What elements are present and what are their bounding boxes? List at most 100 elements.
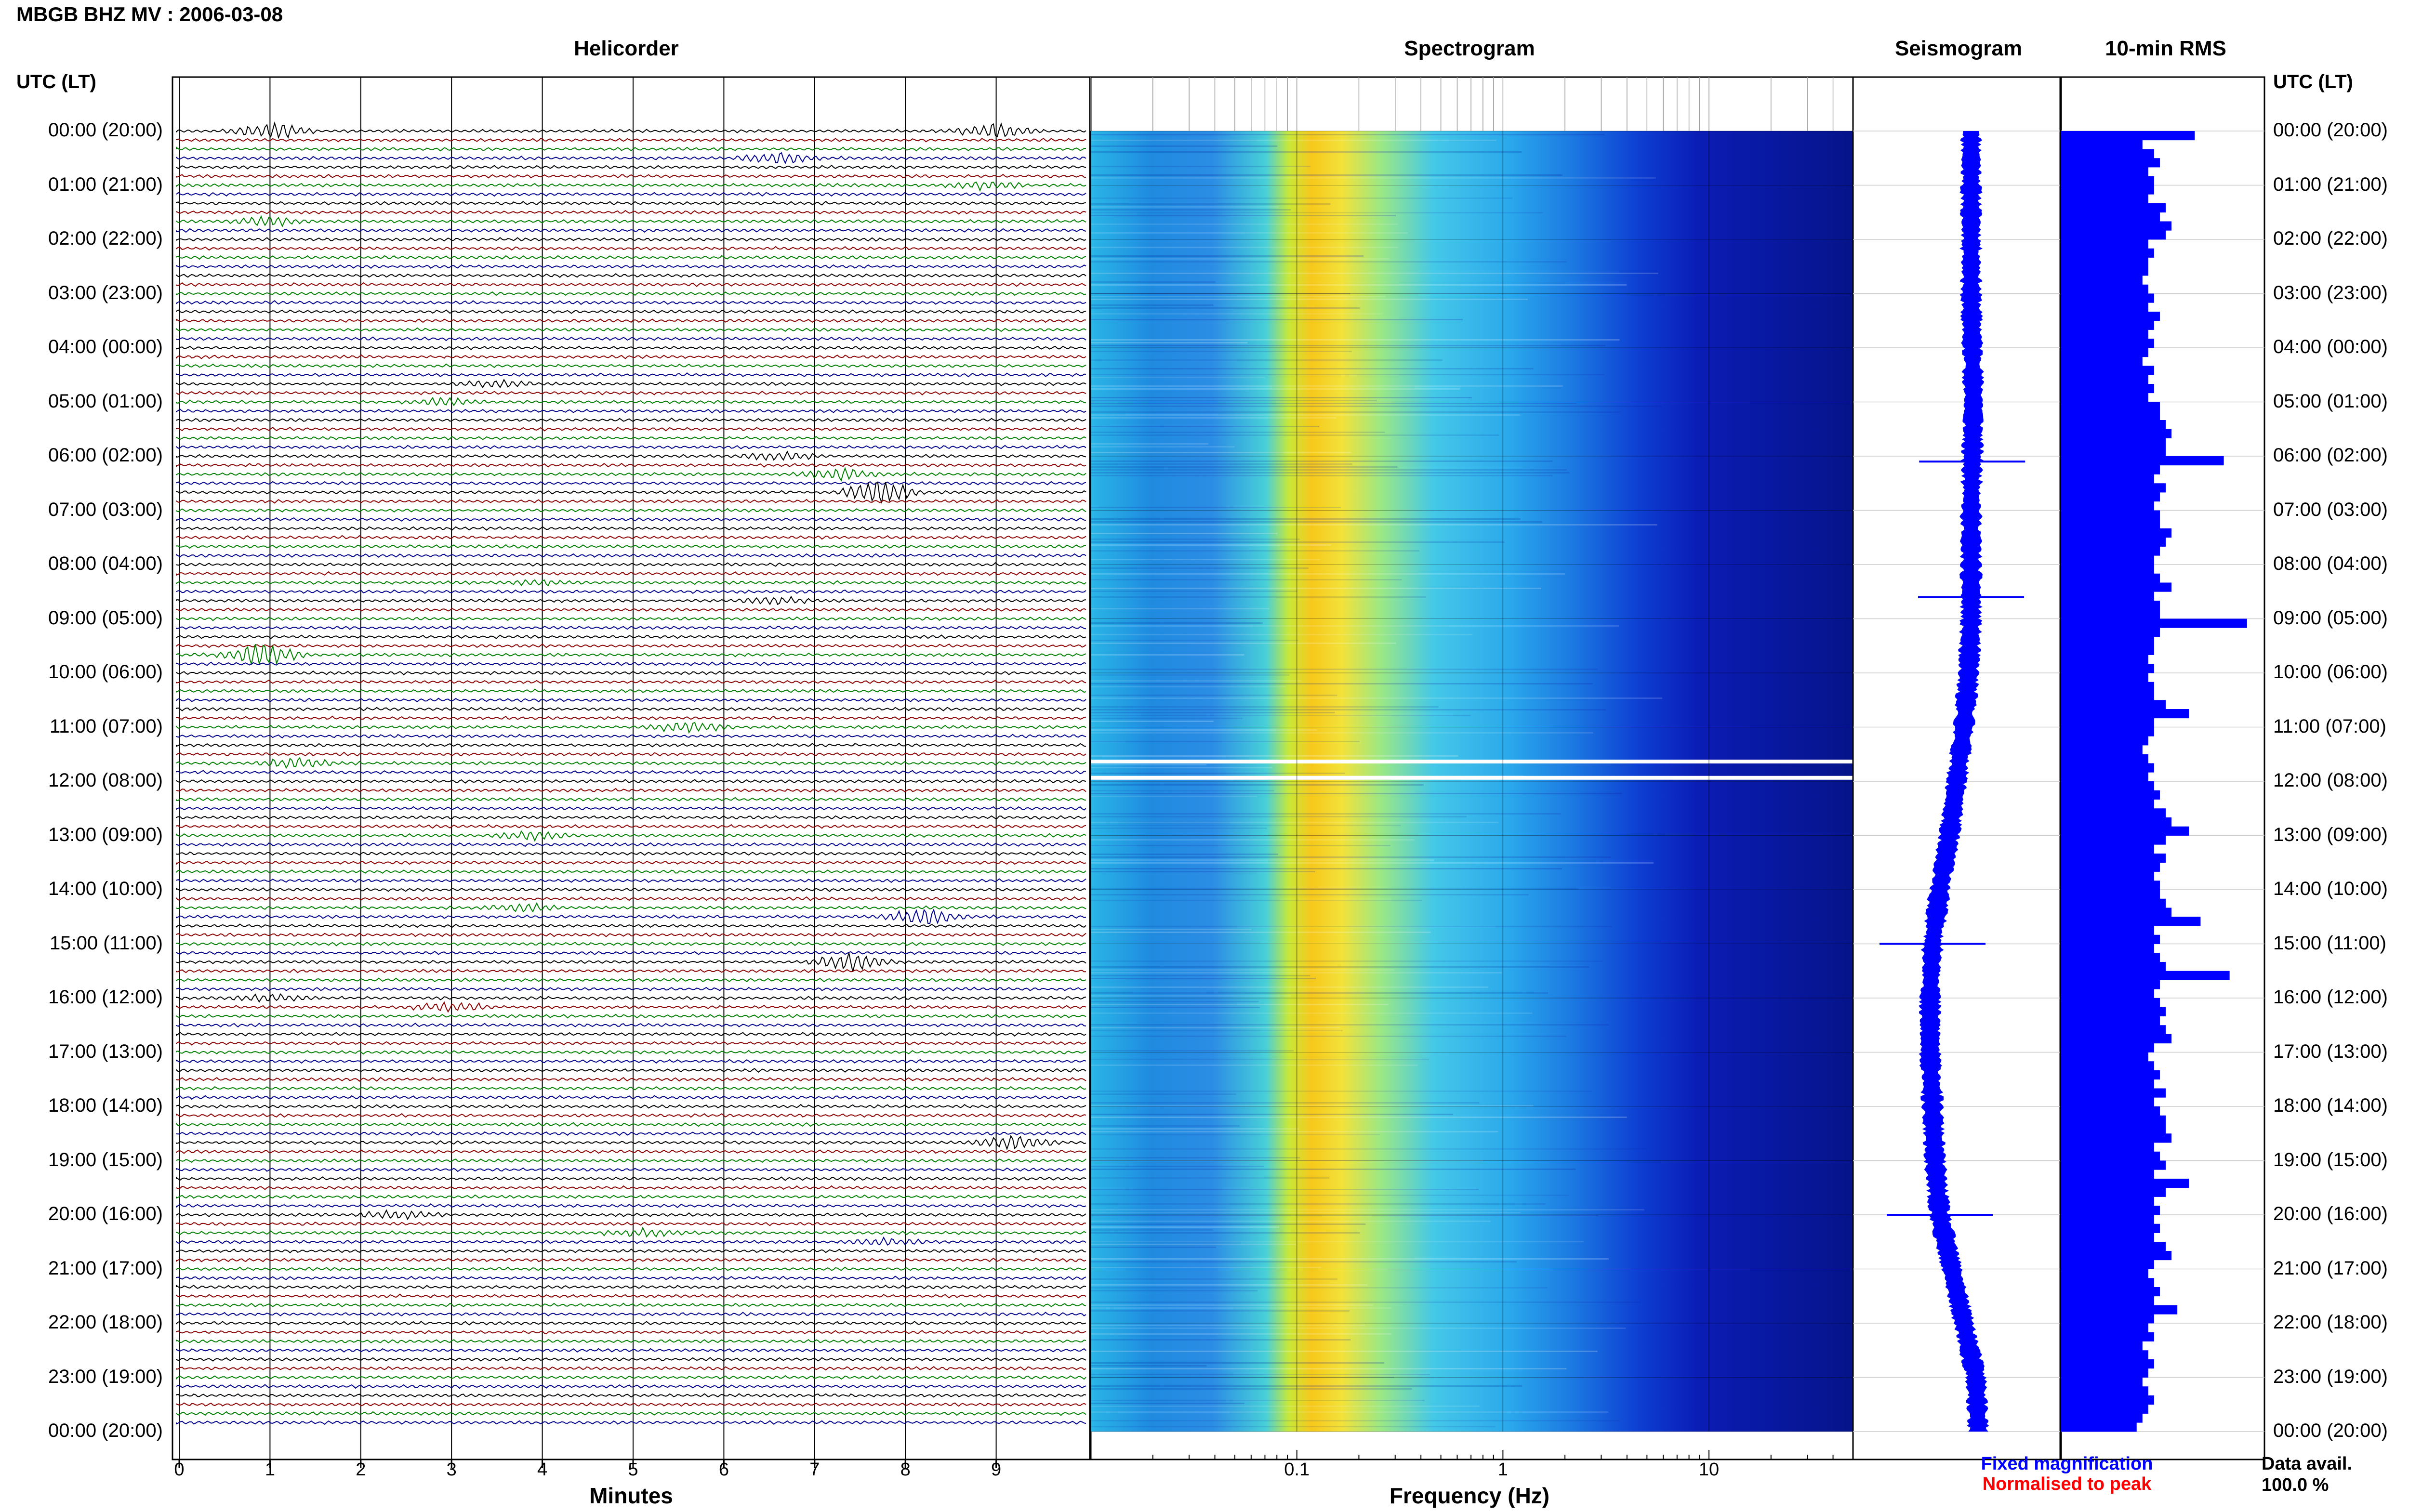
rms-bar: [2061, 1170, 2154, 1179]
helicorder-trace: [176, 661, 1086, 666]
spectrogram-title: Spectrogram: [1404, 37, 1535, 60]
frequency-axis-label: Frequency (Hz): [1389, 1483, 1550, 1508]
spectrogram-texture: [1091, 1030, 1343, 1031]
spectrogram-texture: [1091, 793, 1622, 794]
spectrogram-texture: [1091, 1157, 1300, 1158]
rms-bar: [2061, 790, 2160, 800]
spectrogram-texture: [1091, 813, 1561, 815]
rms-bar: [2061, 1368, 2148, 1378]
helicorder-trace: [176, 1366, 1086, 1371]
spectrogram-texture: [1091, 1128, 1299, 1130]
helicorder-trace: [176, 722, 1086, 734]
rms-bar: [2061, 1061, 2154, 1071]
helicorder-trace: [176, 435, 1086, 441]
spectrogram-texture: [1091, 1226, 1280, 1228]
spectrogram-texture: [1091, 339, 1620, 341]
helicorder-trace: [176, 1050, 1086, 1055]
spectrogram-texture: [1091, 518, 1521, 520]
helicorder-trace: [176, 1134, 1086, 1151]
helicorder-trace: [176, 1329, 1086, 1335]
rms-bar: [2061, 682, 2154, 691]
rms-bar: [2061, 1097, 2154, 1107]
rms-bar: [2061, 447, 2166, 457]
rms-bar: [2061, 1395, 2154, 1405]
time-label-left: 14:00 (10:00): [48, 878, 163, 899]
rms-bar: [2061, 339, 2154, 348]
helicorder-trace: [176, 417, 1086, 422]
helicorder-trace: [176, 526, 1086, 531]
helicorder-trace: [176, 462, 1086, 468]
spectrogram-texture: [1091, 446, 1235, 447]
time-label-left: 17:00 (13:00): [48, 1040, 163, 1062]
spectrogram-texture: [1091, 686, 1286, 687]
spectrogram-texture: [1091, 411, 1620, 413]
spectrogram-texture: [1091, 1093, 1236, 1095]
helicorder-trace: [176, 1402, 1086, 1407]
helicorder-trace: [176, 1221, 1086, 1226]
rms-bar: [2061, 456, 2224, 466]
spectrogram-texture: [1091, 709, 1606, 710]
rms-bar: [2061, 601, 2160, 610]
helicorder-trace: [176, 318, 1086, 323]
helicorder-trace: [176, 1293, 1086, 1299]
spectrogram-texture: [1091, 1400, 1425, 1401]
helicorder-panel: [172, 76, 1091, 1468]
helicorder-trace: [176, 508, 1086, 513]
frequency-tick-label: 1: [1497, 1459, 1508, 1480]
spectrogram-texture: [1091, 969, 1394, 971]
spectrogram-texture: [1091, 1232, 1360, 1234]
rms-bar: [2061, 1143, 2154, 1152]
spectrogram-texture: [1091, 403, 1577, 404]
helicorder-trace: [176, 450, 1086, 461]
rms-bar: [2061, 898, 2166, 908]
spectrogram-texture: [1091, 406, 1662, 407]
rms-bar: [2061, 167, 2148, 177]
spectrogram-texture: [1091, 351, 1352, 352]
rms-bar: [2061, 772, 2148, 782]
time-label-left: 23:00 (19:00): [48, 1366, 163, 1387]
time-label-right: 12:00 (08:00): [2273, 770, 2388, 791]
spectrogram-texture: [1091, 299, 1528, 300]
spectrogram-texture: [1091, 718, 1243, 719]
minute-tick-label: 0: [174, 1459, 185, 1480]
rms-bar: [2061, 176, 2154, 185]
frequency-tick-label: 10: [1698, 1459, 1720, 1480]
helicorder-trace: [176, 354, 1086, 359]
spectrogram-texture: [1091, 385, 1563, 387]
helicorder-trace: [176, 842, 1086, 847]
helicorder-trace: [176, 1384, 1086, 1389]
spectrogram-texture: [1091, 1362, 1385, 1364]
rms-bar: [2061, 1088, 2166, 1098]
spectrogram-texture: [1091, 255, 1363, 257]
rms-bar: [2061, 700, 2166, 710]
time-label-right: 14:00 (10:00): [2273, 878, 2388, 899]
helicorder-trace: [176, 806, 1086, 811]
helicorder-trace: [176, 1226, 1086, 1238]
helicorder-trace: [176, 1104, 1086, 1109]
rms-bar: [2061, 1413, 2143, 1423]
rms-bar: [2061, 366, 2154, 375]
spectrogram-texture: [1091, 1004, 1389, 1005]
helicorder-trace: [176, 952, 1086, 973]
spectrogram-texture: [1091, 273, 1658, 274]
time-label-right: 07:00 (03:00): [2273, 499, 2388, 520]
spectrogram-texture: [1091, 1333, 1392, 1335]
helicorder-trace: [176, 779, 1086, 784]
helicorder-trace: [176, 291, 1086, 296]
spectrogram-texture: [1091, 1247, 1217, 1248]
minute-tick-label: 5: [628, 1459, 638, 1480]
spectrogram-texture: [1091, 729, 1317, 731]
spectrogram-texture: [1091, 1203, 1546, 1205]
spectrogram-texture: [1091, 319, 1463, 320]
rms-bar: [2061, 1296, 2154, 1305]
spectrogram-texture: [1091, 469, 1567, 471]
time-label-left: 07:00 (03:00): [48, 499, 163, 520]
rms-bar: [2061, 501, 2154, 511]
spectrogram-texture: [1091, 859, 1434, 861]
rms-bar: [2061, 302, 2148, 312]
spectrogram-texture: [1091, 215, 1396, 216]
spectrogram-texture: [1091, 559, 1320, 560]
spectrogram-texture: [1091, 472, 1569, 473]
time-label-right: 18:00 (14:00): [2273, 1095, 2388, 1116]
time-label-right: 03:00 (23:00): [2273, 282, 2388, 303]
